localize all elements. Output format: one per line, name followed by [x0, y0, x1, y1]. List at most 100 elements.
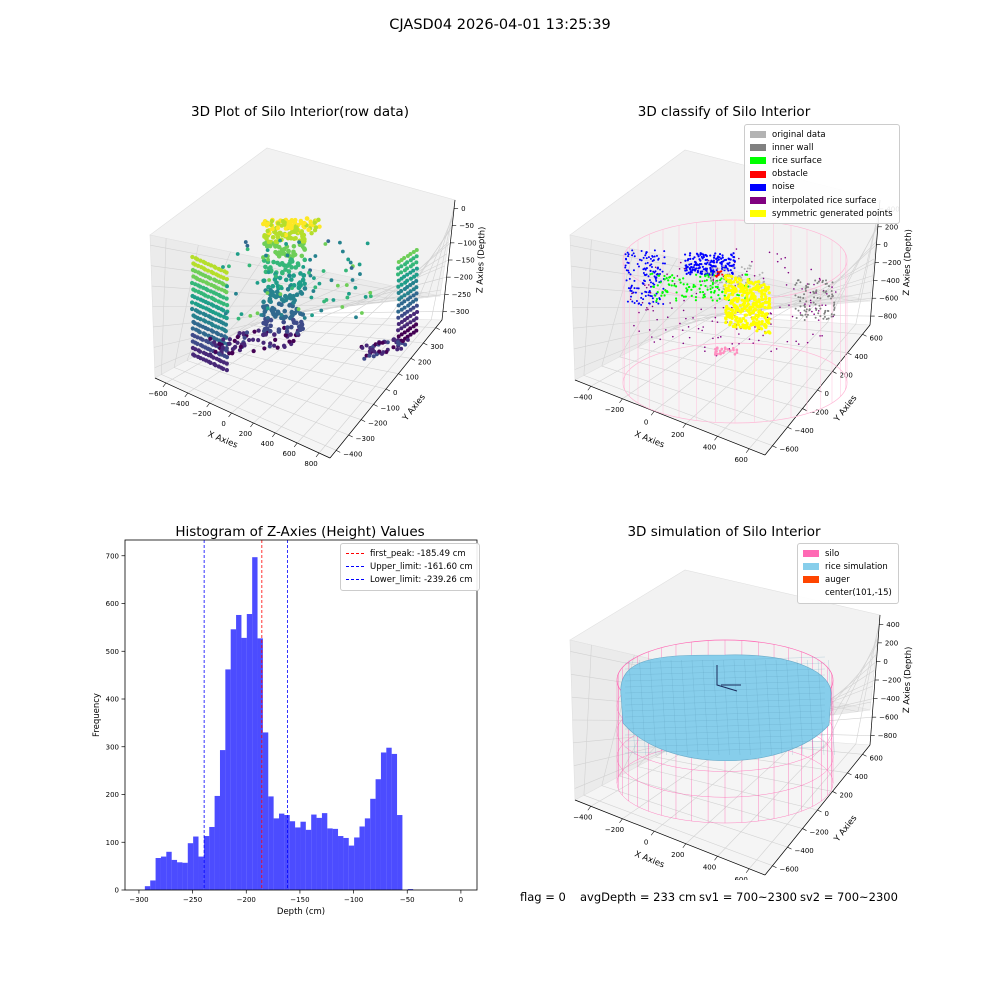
p1-point	[285, 263, 290, 269]
p2-x-axis-line	[574, 379, 766, 456]
p1-point	[265, 291, 270, 295]
p1-point	[216, 286, 221, 291]
p2-point-interpolated	[671, 307, 673, 309]
figure-suptitle: CJASD04 2026-04-01 13:25:39	[389, 17, 611, 33]
p2-point-interpolated	[697, 327, 700, 330]
p2-point-rice-surface	[711, 286, 714, 289]
p1-point	[275, 234, 281, 240]
p2-point-interpolated	[652, 309, 655, 312]
p1-point	[235, 252, 240, 256]
p1-point	[411, 262, 416, 267]
p1-point	[224, 368, 229, 373]
p4-ytick	[847, 772, 852, 776]
p1-point	[218, 268, 224, 273]
p2-point-rice-surface	[668, 276, 671, 279]
p3-xtick-label: −150	[290, 896, 309, 904]
p4-xtick	[650, 831, 655, 836]
p1-point	[243, 240, 248, 244]
p2-point-original	[720, 281, 723, 284]
p1-point	[364, 343, 369, 348]
p1-point	[346, 257, 351, 262]
p1-ytick-label: 100	[405, 374, 418, 382]
p2-point-noise	[640, 249, 643, 252]
p1-point	[291, 243, 297, 249]
p2-point-noise	[709, 266, 712, 269]
p2-point-noise	[631, 249, 634, 252]
p2-point-symmetric	[749, 295, 754, 299]
p1-point	[211, 355, 216, 360]
p1-xtick	[315, 452, 320, 458]
p4-xtick	[587, 806, 592, 811]
p1-point	[408, 289, 413, 294]
p2-point-rice-surface	[655, 299, 658, 303]
p2-point-interpolated	[714, 307, 716, 309]
p2-point-interpolated	[795, 340, 797, 343]
p2-point-noise	[640, 303, 643, 306]
p2-point-symmetric	[743, 313, 747, 317]
p2-point-interpolated	[813, 283, 815, 286]
p2-point-noise	[731, 264, 734, 267]
p1-point	[206, 346, 211, 351]
p2-grid-z	[712, 313, 871, 317]
p1-point	[396, 309, 401, 314]
p2-point-noise	[647, 256, 650, 259]
p2-point-interpolated	[768, 251, 771, 254]
p1-point	[381, 350, 386, 355]
p3-ytick-label: 200	[106, 791, 119, 799]
p1-point	[275, 260, 280, 266]
p1-point	[306, 227, 311, 232]
p1-xtick-label: −400	[170, 400, 189, 408]
histogram-bar	[241, 637, 247, 890]
p2-point-interpolated	[701, 329, 703, 332]
legend-item: symmetric generated points	[750, 207, 893, 220]
p2-point-inner-wall	[819, 297, 822, 300]
p2-point-noise	[721, 254, 724, 257]
p1-point	[301, 273, 307, 278]
p2-point-noise	[638, 302, 641, 305]
p1-point	[414, 328, 419, 333]
footer-sv2: sv2 = 700~2300	[800, 890, 898, 904]
p2-grid-z-left	[571, 265, 834, 305]
p2-point-rice-surface	[698, 287, 701, 290]
p4-marks	[616, 639, 835, 824]
p1-point	[247, 263, 252, 268]
p2-point-symmetric	[757, 285, 762, 289]
p1-point	[384, 349, 389, 354]
p2-point-interpolated	[752, 342, 755, 344]
p2-point-interpolated	[808, 305, 811, 307]
p2-point-inner-wall	[803, 306, 806, 309]
p2-point-rice-surface	[720, 277, 723, 280]
p2-point-noise	[726, 262, 730, 266]
p1-point	[235, 334, 240, 340]
p1-point	[285, 325, 290, 330]
p2-point-rice-surface	[679, 281, 682, 284]
p2-point-interpolated	[647, 308, 649, 311]
p1-point	[189, 300, 195, 305]
p2-point-noise	[640, 296, 643, 299]
p2-ytick-label: −200	[810, 409, 829, 417]
p2-point-symmetric	[730, 300, 734, 304]
p1-point	[345, 295, 350, 300]
p2-ytick-label: −400	[795, 427, 814, 435]
p2-point-bottom	[735, 351, 739, 354]
p1-point	[256, 338, 261, 343]
p4-rice-mesh-line	[744, 659, 751, 756]
p2-point-noise	[709, 261, 712, 264]
p2-point-inner-wall	[806, 286, 809, 289]
p1-point	[414, 303, 419, 308]
legend-label: interpolated rice surface	[772, 195, 877, 206]
p1-point	[275, 345, 280, 350]
p2-point-interpolated	[799, 312, 802, 314]
p2-point-noise	[697, 255, 700, 258]
p2-point-symmetric	[764, 318, 769, 322]
p2-point-interpolated	[834, 291, 837, 293]
p1-point	[290, 286, 294, 291]
p2-point-noise	[685, 269, 688, 272]
p2-point-interpolated	[738, 342, 740, 345]
p2-point-noise	[656, 267, 659, 270]
p1-point	[287, 339, 292, 344]
p2-point-noise	[627, 255, 630, 258]
p2-point-interpolated	[719, 336, 722, 338]
p2-point-inner-wall	[825, 318, 828, 321]
p1-point	[288, 332, 293, 337]
